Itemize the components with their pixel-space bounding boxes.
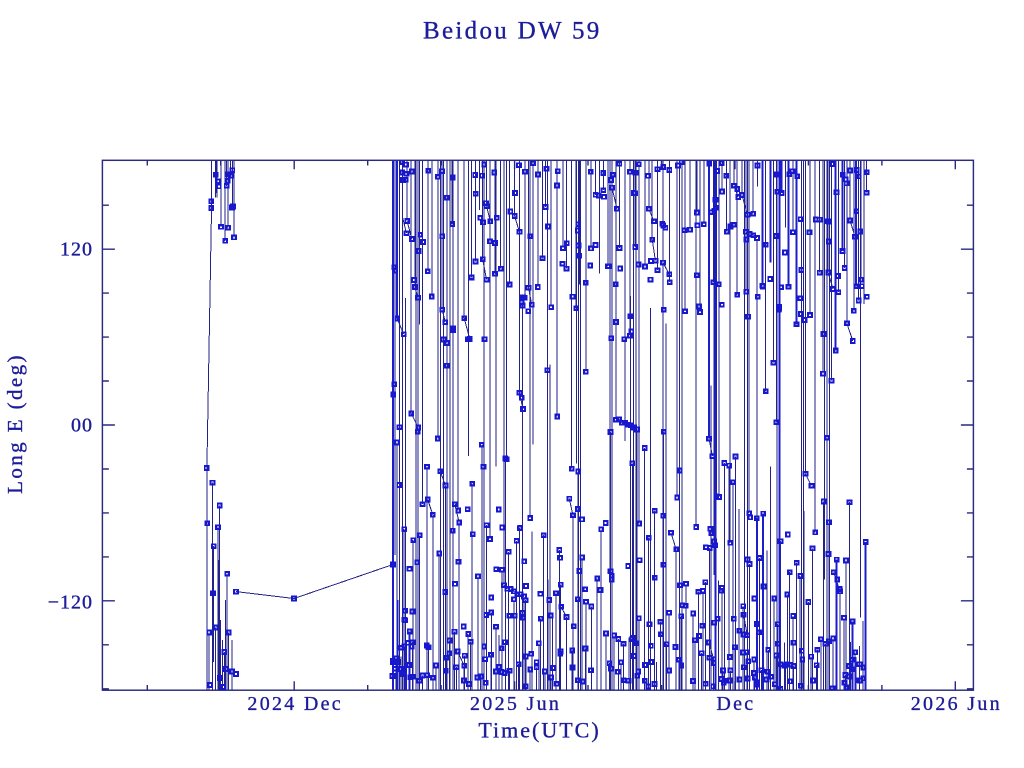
svg-text:120: 120 bbox=[60, 239, 93, 261]
svg-text:Beidou DW 59: Beidou DW 59 bbox=[423, 18, 602, 45]
svg-text:−120: −120 bbox=[48, 591, 93, 613]
svg-text:Time(UTC): Time(UTC) bbox=[478, 718, 600, 743]
svg-text:00: 00 bbox=[71, 414, 93, 436]
svg-text:Dec: Dec bbox=[716, 693, 755, 715]
svg-text:2024 Dec: 2024 Dec bbox=[247, 693, 343, 715]
svg-text:Long E (deg): Long E (deg) bbox=[3, 353, 27, 494]
svg-text:2025 Jun: 2025 Jun bbox=[470, 693, 561, 715]
svg-text:2026 Jun: 2026 Jun bbox=[911, 693, 1002, 715]
